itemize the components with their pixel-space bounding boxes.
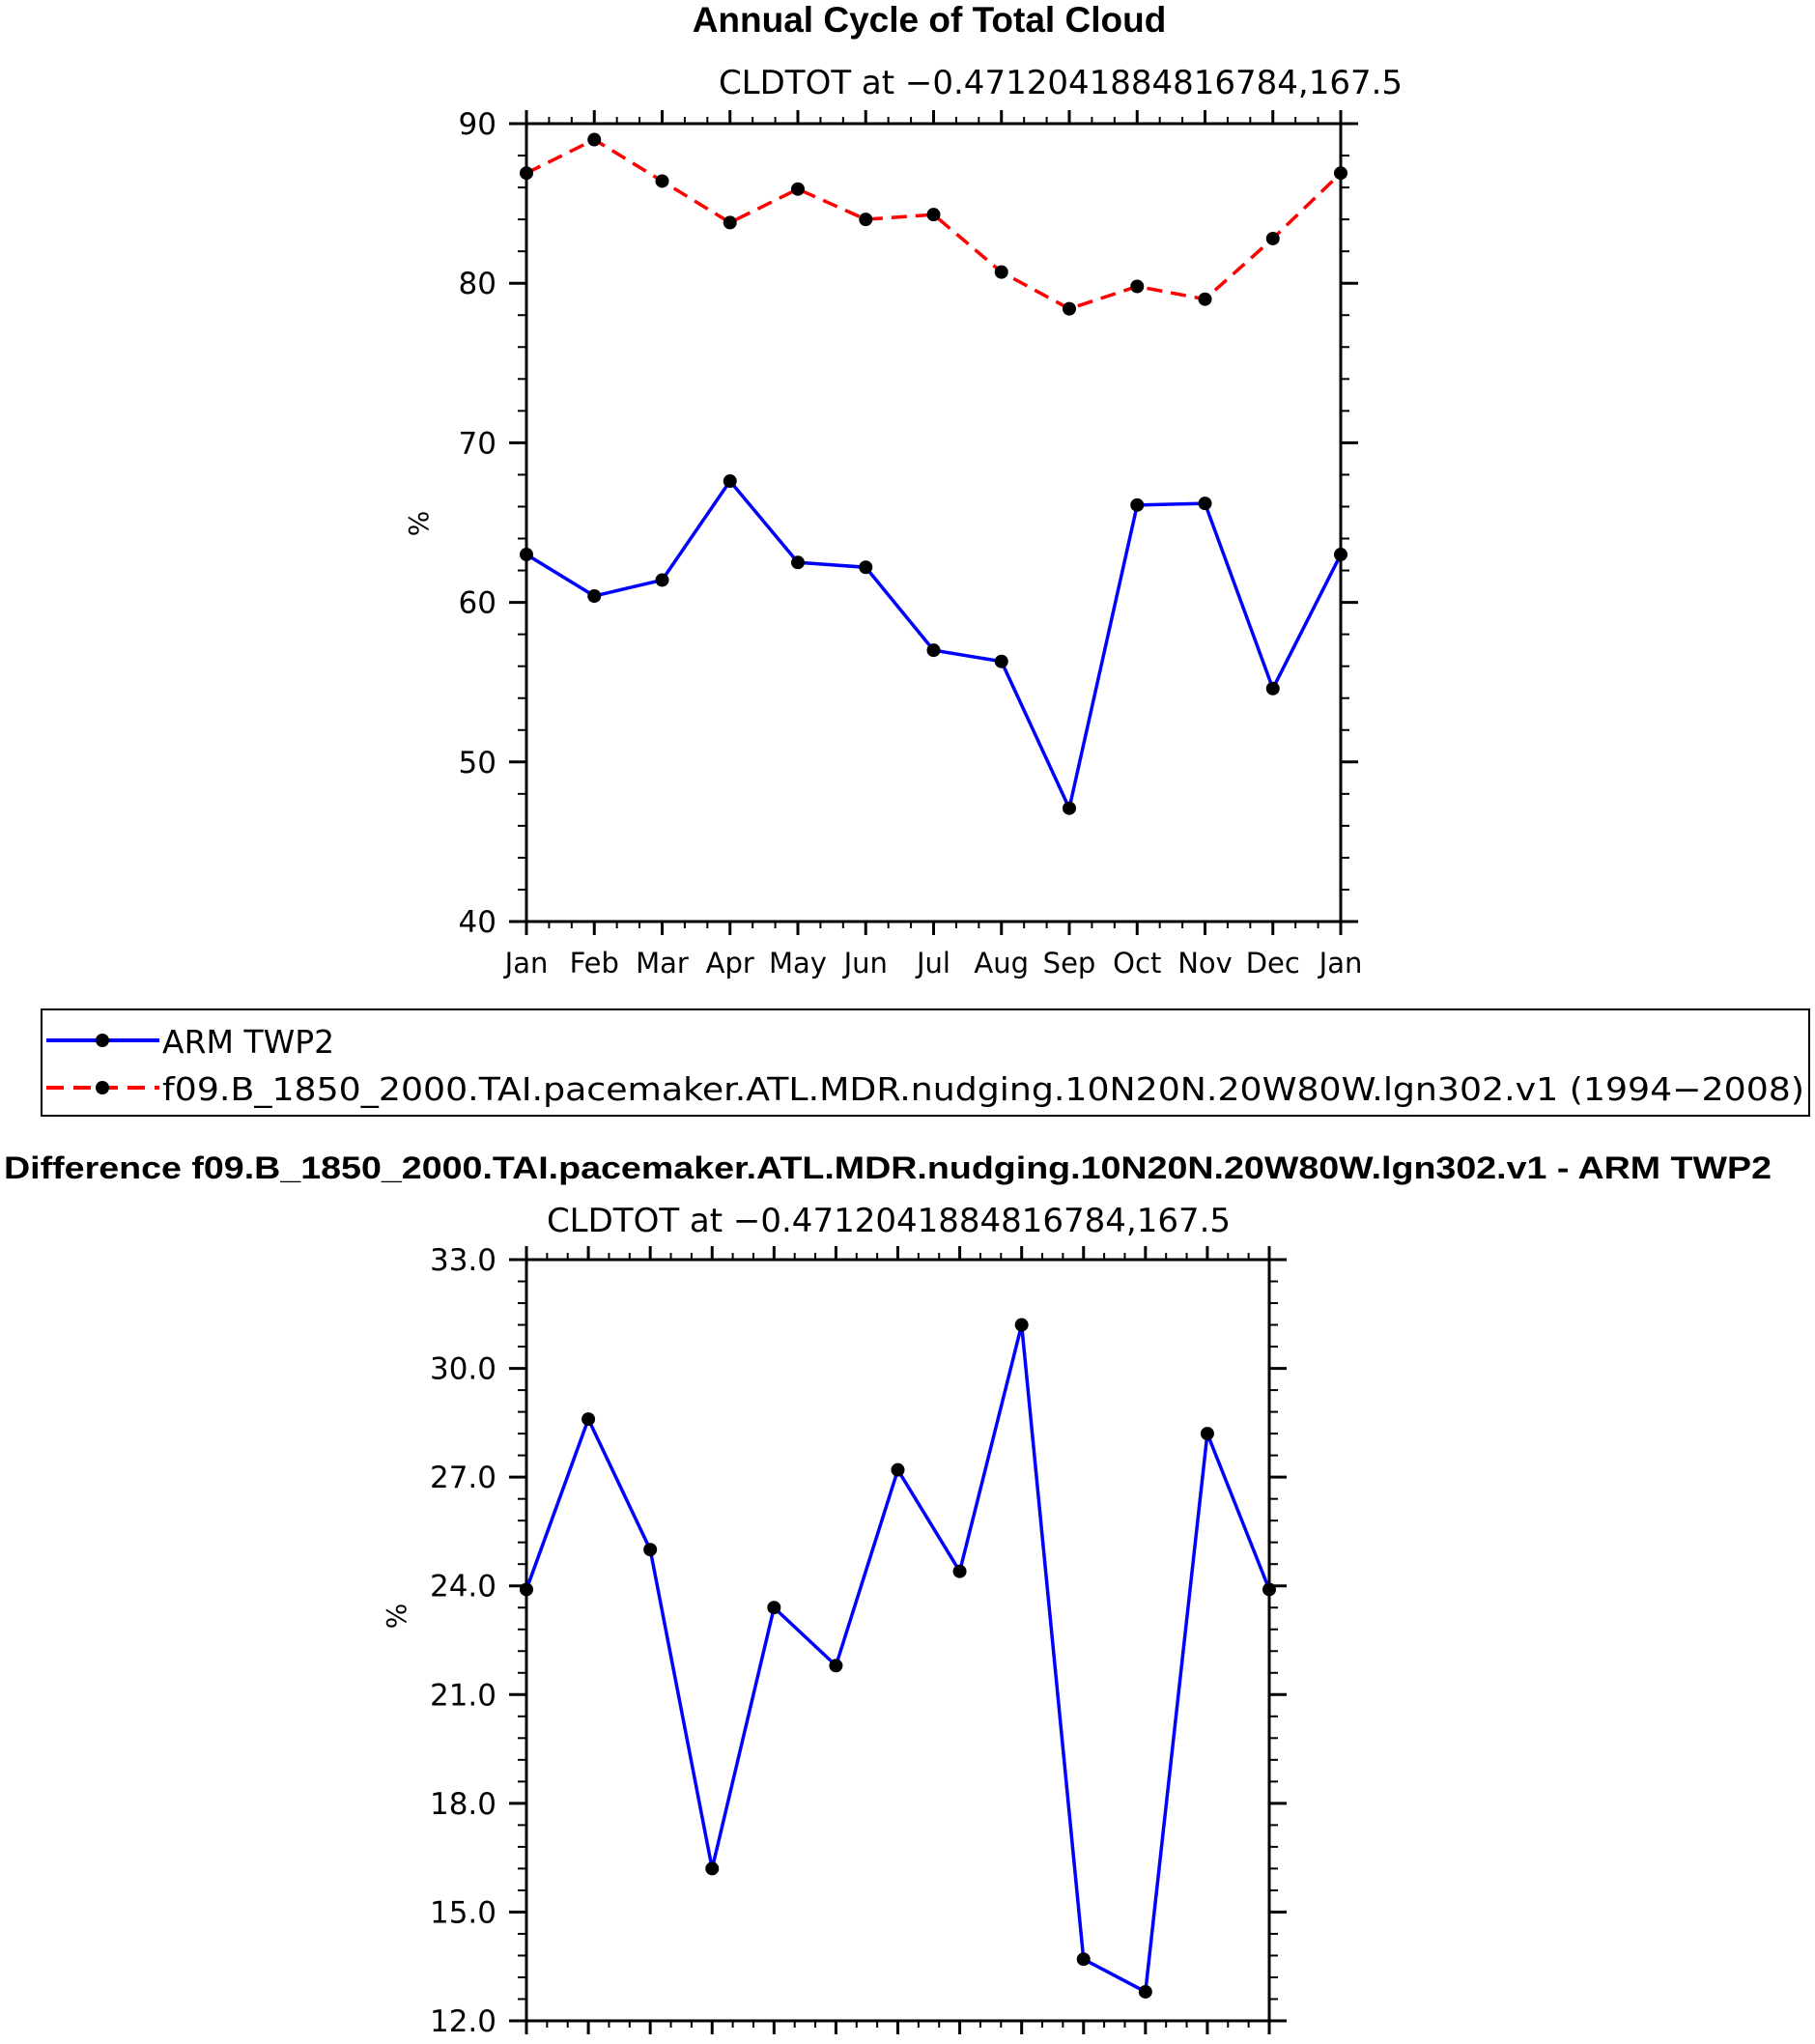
- y-tick-label: 90: [459, 107, 496, 142]
- data-point: [926, 643, 941, 658]
- data-point: [1076, 1952, 1091, 1967]
- data-point: [891, 1462, 905, 1477]
- data-point: [1130, 279, 1145, 294]
- data-point: [1334, 166, 1347, 181]
- series-line-secondary: [525, 137, 1343, 311]
- x-tick-label: Dec: [1246, 947, 1300, 979]
- legend-marker-arm: [96, 1034, 109, 1047]
- data-point: [587, 588, 602, 603]
- data-point: [581, 1412, 596, 1427]
- x-tick-label: Jan: [1318, 947, 1363, 979]
- y-tick-label: 18.0: [430, 1787, 496, 1822]
- x-tick-label: Nov: [1177, 947, 1233, 979]
- chart-subtitle-bottom: CLDTOT at −0.4712041884816784,167.5: [547, 1202, 1231, 1240]
- x-tick-label: Oct: [1113, 947, 1161, 979]
- data-point: [994, 654, 1008, 668]
- data-point: [1138, 1984, 1152, 1999]
- data-point: [1265, 681, 1280, 696]
- data-point: [994, 265, 1008, 279]
- x-tick-label: May: [769, 947, 827, 979]
- y-tick-label: 24.0: [430, 1570, 496, 1604]
- series-line-primary: [525, 1322, 1271, 1994]
- data-point: [1063, 801, 1076, 815]
- x-tick-label: Jul: [915, 947, 950, 979]
- data-point: [1334, 548, 1347, 562]
- y-tick-label: 40: [459, 905, 496, 940]
- data-point: [520, 548, 533, 562]
- y-tick-label: 12.0: [430, 2004, 496, 2039]
- data-point: [1130, 497, 1145, 512]
- y-tick-label: 21.0: [430, 1678, 496, 1713]
- plot-frame: [525, 122, 1343, 923]
- legend-label-arm: ARM TWP2: [162, 1023, 334, 1061]
- x-tick-label: Mar: [636, 947, 689, 979]
- data-point: [643, 1543, 658, 1557]
- chart-title-bottom: Difference f09.B_1850_2000.TAI.pacemaker…: [4, 1150, 1772, 1185]
- x-tick-label: Jan: [503, 947, 549, 979]
- y-tick-label: 60: [459, 586, 496, 621]
- data-point: [1200, 1427, 1214, 1441]
- chart-subtitle-top: CLDTOT at −0.4712041884816784,167.5: [719, 64, 1403, 102]
- data-point: [859, 560, 873, 575]
- data-point: [767, 1601, 781, 1615]
- legend: ARM TWP2 f09.B_1850_2000.TAI.pacemaker.A…: [41, 1008, 1810, 1117]
- plot-frame: [525, 1258, 1271, 2023]
- legend-marker-model: [96, 1081, 109, 1094]
- plot-area-bottom: JanFebMarAprMayJunJulAugSepOctNovDecJan1…: [430, 1243, 1287, 2039]
- data-point: [1265, 231, 1280, 245]
- data-point: [1198, 497, 1212, 511]
- data-point: [952, 1564, 967, 1578]
- y-tick-label: 33.0: [430, 1243, 496, 1278]
- data-point: [1014, 1318, 1029, 1332]
- x-tick-label: Sep: [1043, 947, 1096, 979]
- y-tick-label: 30.0: [430, 1352, 496, 1387]
- y-tick-label: 50: [459, 746, 496, 781]
- data-point: [520, 166, 533, 181]
- data-point: [926, 208, 941, 222]
- data-point: [705, 1861, 720, 1876]
- y-tick-label: 70: [459, 426, 496, 461]
- legend-box: [41, 1008, 1810, 1117]
- data-point: [1198, 292, 1212, 306]
- data-point: [655, 174, 669, 188]
- plot-area-top: Jan Feb Mar Apr May Jun Jul Aug Sep Oct Nov Dec Jan4…: [459, 107, 1363, 979]
- data-point: [520, 1582, 533, 1597]
- data-point: [859, 213, 873, 227]
- chart-title-top: Annual Cycle of Total Cloud: [693, 0, 1167, 40]
- x-tick-label: Feb: [570, 947, 619, 979]
- data-point: [791, 555, 805, 570]
- y-tick-label: 80: [459, 267, 496, 301]
- x-tick-label: Jun: [842, 947, 888, 979]
- y-axis-label-bottom: %: [381, 1604, 412, 1630]
- x-tick-label: Apr: [706, 947, 754, 979]
- data-point: [587, 132, 602, 147]
- data-point: [655, 573, 669, 587]
- y-tick-label: 15.0: [430, 1895, 496, 1930]
- legend-label-model: f09.B_1850_2000.TAI.pacemaker.ATL.MDR.nu…: [162, 1070, 1804, 1108]
- data-point: [829, 1659, 843, 1673]
- data-point: [723, 215, 737, 230]
- y-tick-label: 27.0: [430, 1461, 496, 1495]
- data-point: [791, 182, 805, 196]
- data-point: [1262, 1582, 1276, 1597]
- x-tick-label: Aug: [974, 947, 1029, 979]
- data-point: [723, 474, 737, 489]
- y-axis-label-top: %: [403, 511, 435, 537]
- data-point: [1063, 301, 1076, 316]
